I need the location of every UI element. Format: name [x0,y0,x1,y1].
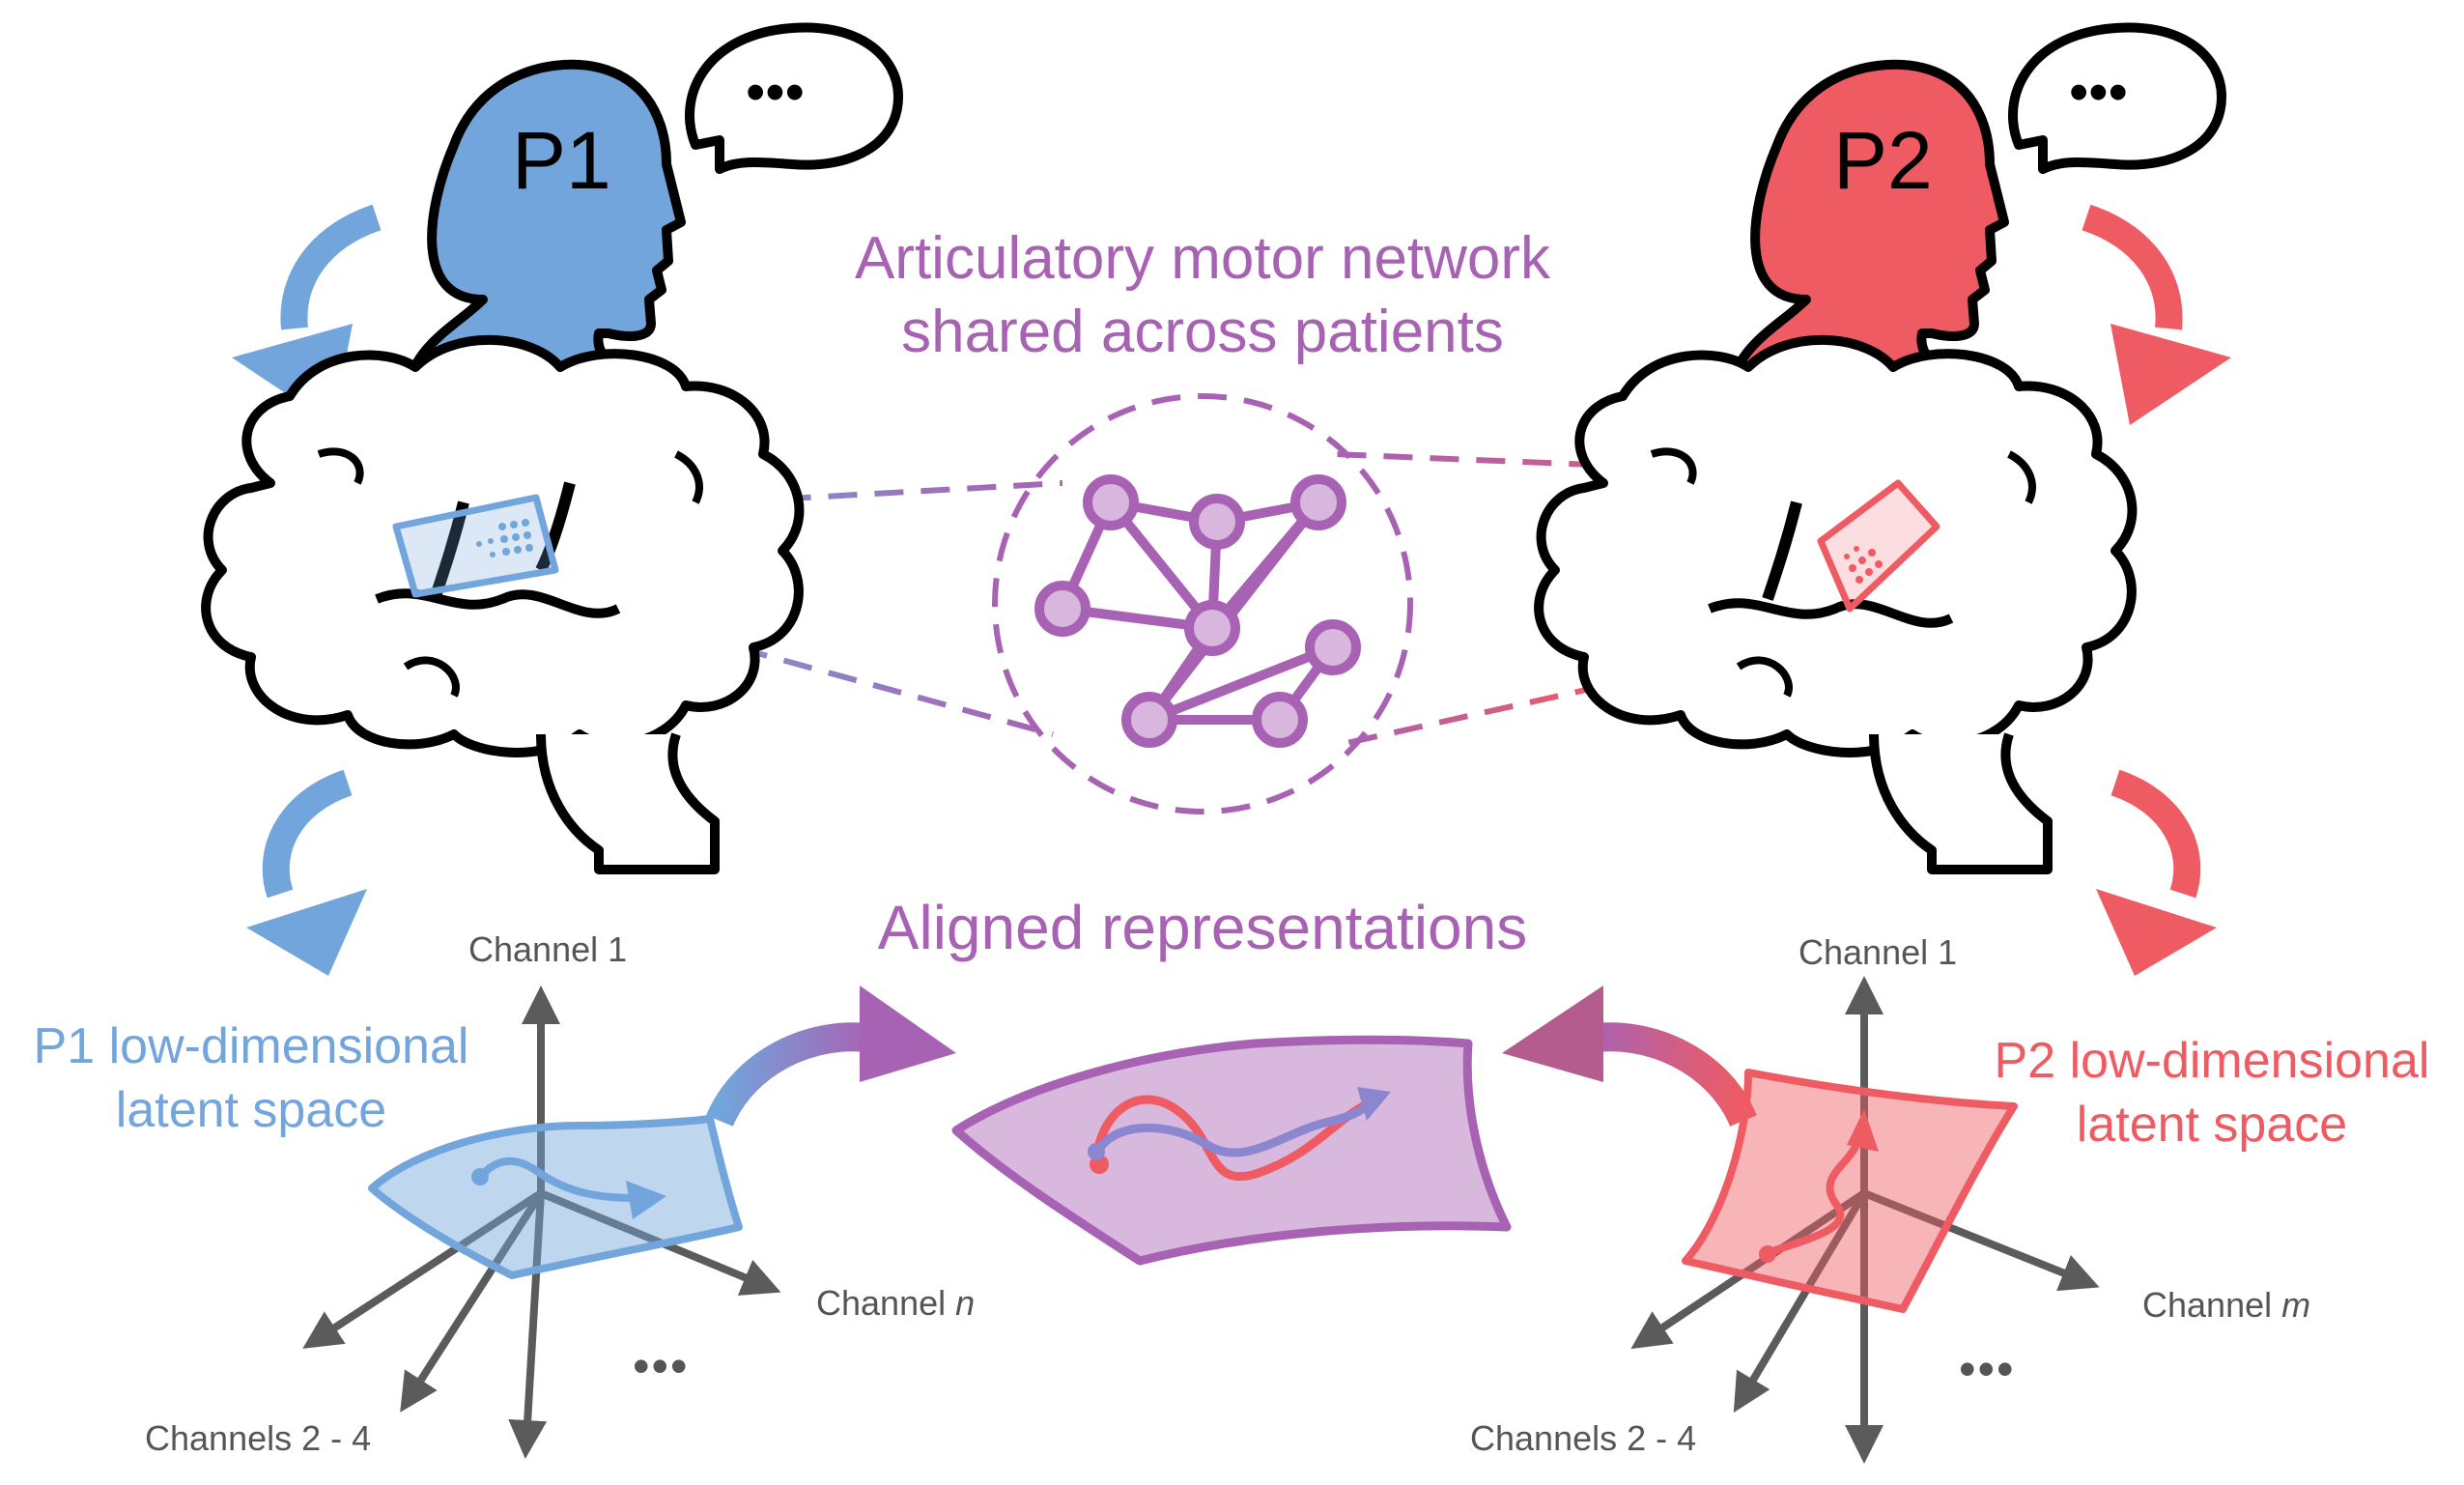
p2-brain-icon [1534,334,2138,874]
p1-axis-channel-n-var: n [955,1283,976,1323]
p2-latent-line1: P2 low-dimensional [1994,1033,2430,1089]
p2-latent-line2: latent space [2076,1097,2348,1153]
network-title-line1: Articulatory motor network [854,225,1551,292]
p2-axis-channel-1: Channel 1 [1798,932,1958,972]
p1-axis-ellipsis: ••• [633,1339,690,1393]
p2-axis-channel-m-prefix: Channel [2142,1285,2282,1325]
p2-head-to-brain-arrow-icon [2082,204,2231,425]
p1-axis-channels-2-4: Channels 2 - 4 [145,1418,372,1458]
p1-axis-channel-n-prefix: Channel [816,1283,956,1323]
p1-latent-axes [302,985,781,1459]
aligned-title: Aligned representations [877,893,1528,962]
p1-speech-ellipsis: ••• [746,61,805,124]
network-title: Articulatory motor network shared across… [792,222,1613,369]
p2-axis-channel-m: Channel m [2142,1285,2310,1326]
p1-axis-channel-1: Channel 1 [468,929,628,969]
p1-to-aligned-arrow-icon [706,985,956,1128]
p1-brain-to-latent-arrow-icon [246,769,367,976]
p2-to-aligned-arrow-icon [1502,985,1757,1128]
p1-latent-surface [368,1115,743,1279]
p2-axis-channels-2-4: Channels 2 - 4 [1470,1418,1697,1458]
p2-axis-ellipsis: ••• [1959,1342,2016,1396]
p2-brain-to-latent-arrow-icon [2096,769,2217,976]
p1-latent-title: P1 low-dimensional latent space [0,1014,502,1142]
p2-latent-axes [1630,976,2100,1464]
p1-speech-bubble-icon [685,22,903,174]
p1-label: P1 [512,115,611,206]
p2-latent-surface [1682,1069,2018,1313]
p2-speech-ellipsis: ••• [2069,61,2128,124]
p2-label: P2 [1833,115,1933,206]
p2-speech-bubble-icon [2008,22,2226,174]
p2-electrode-grid-icon [1817,479,1940,613]
p1-latent-line1: P1 low-dimensional [33,1018,469,1074]
aligned-latent-surface [951,1035,1512,1266]
p1-axis-channel-n: Channel n [816,1283,975,1324]
p1-latent-line2: latent space [115,1082,387,1138]
network-title-line2: shared across patients [901,299,1504,365]
p1-brain-icon [201,334,805,874]
p2-latent-title: P2 low-dimensional latent space [1961,1029,2463,1157]
shared-network-icon [992,393,1413,814]
p1-electrode-grid-icon [392,494,559,598]
p2-axis-channel-m-var: m [2281,1285,2311,1325]
p1-connection-lines [550,480,1063,737]
